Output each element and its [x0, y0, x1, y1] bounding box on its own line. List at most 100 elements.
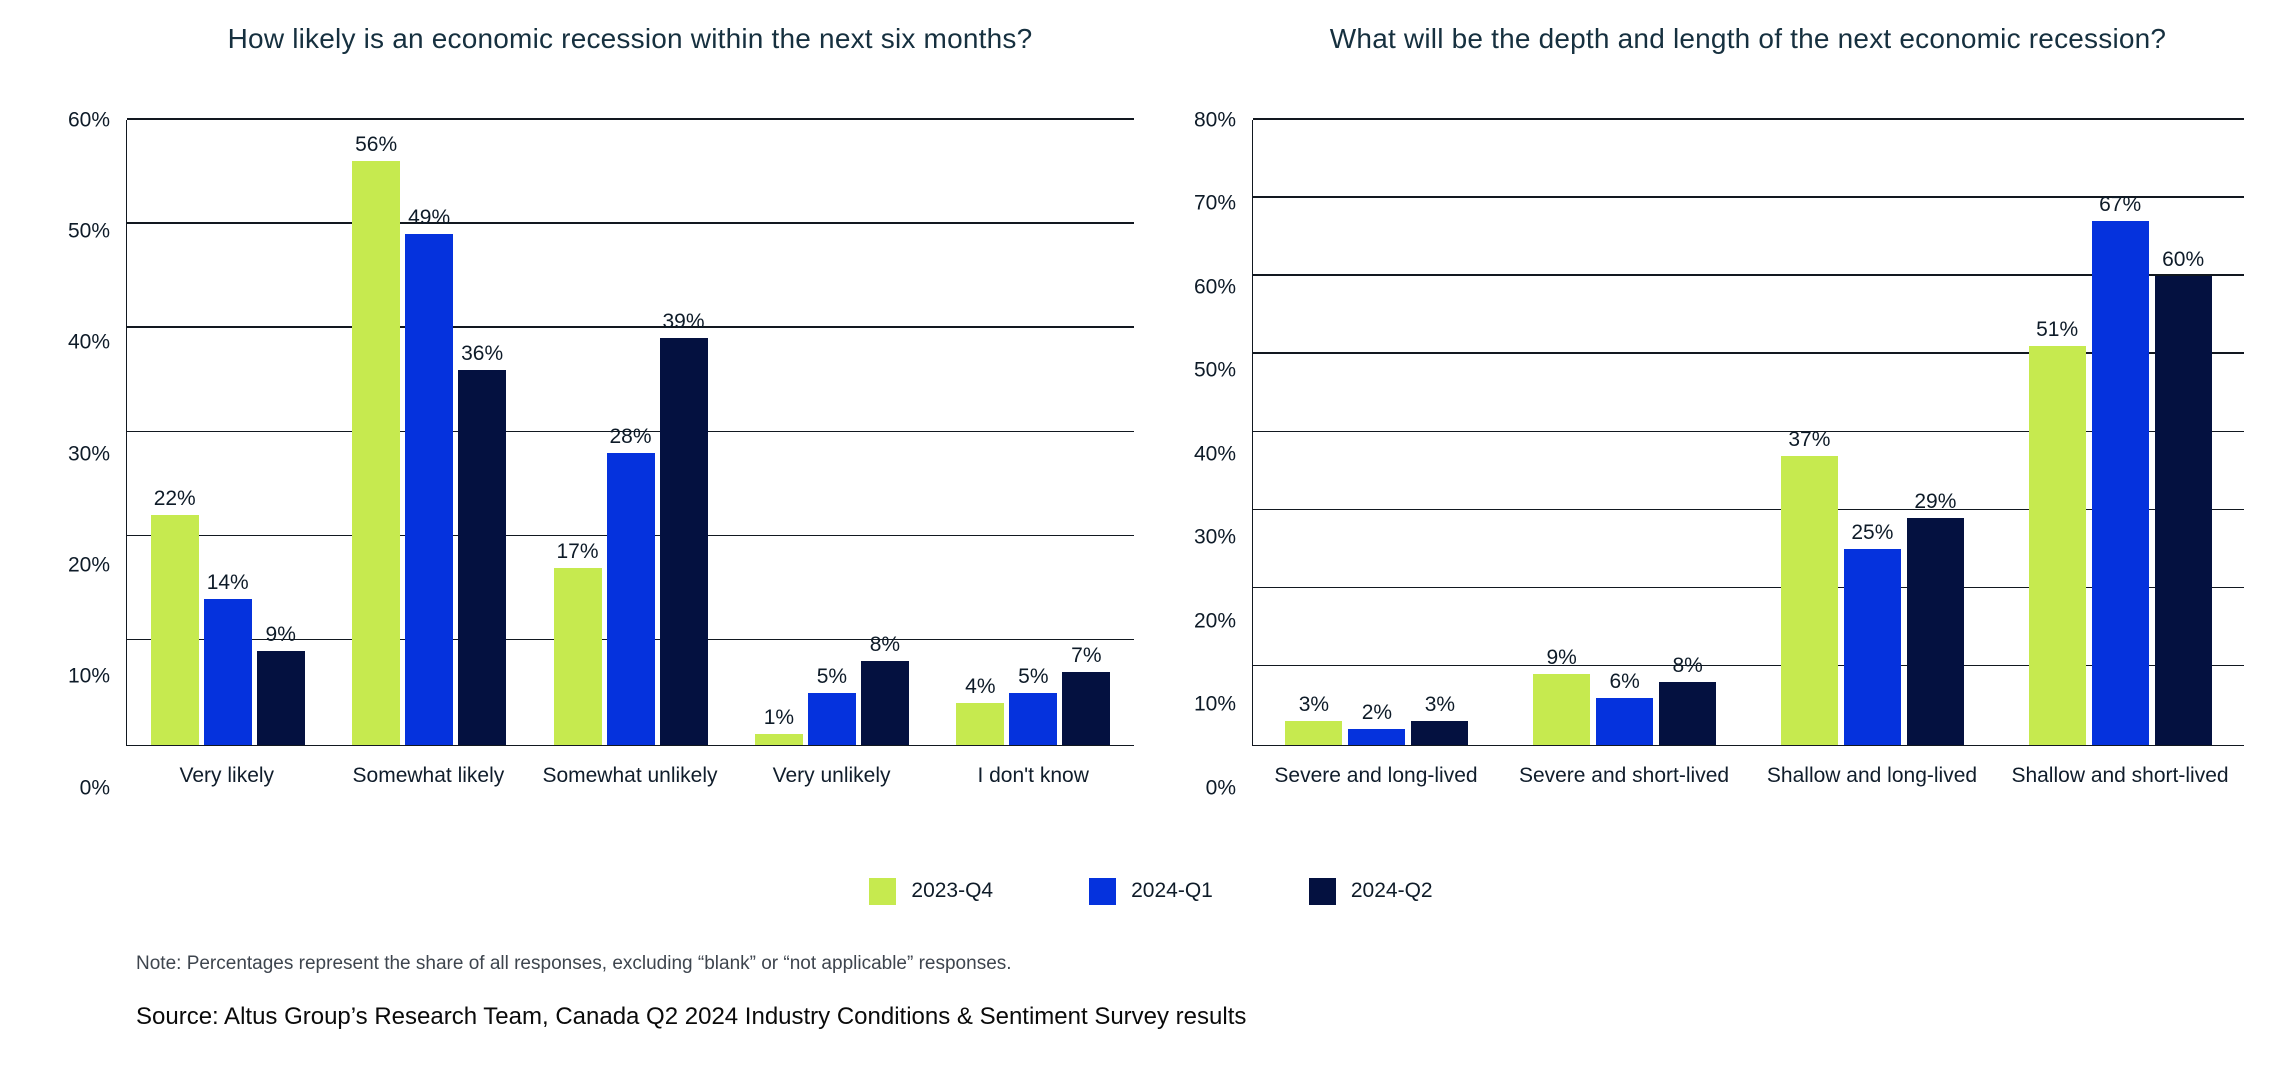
bar-2024-Q2: 36%: [458, 343, 507, 745]
legend-item: 2024-Q1: [1089, 877, 1213, 905]
y-axis-tick-label: 10%: [67, 664, 110, 688]
gridline: [127, 430, 1134, 433]
bar-2024-Q1: 14%: [203, 572, 252, 745]
bar-value-label: 67%: [2099, 193, 2142, 217]
gridline: [1253, 352, 2244, 354]
source-text: Source: Altus Group’s Research Team, Can…: [136, 1002, 1247, 1030]
x-axis-category-label: Somewhat likely: [352, 763, 505, 787]
recession-depth-length-chart: What will be the depth and length of the…: [1168, 22, 2244, 798]
gridline: [1253, 664, 2244, 667]
note-text: Note: Percentages represent the share of…: [136, 952, 1012, 974]
bar-group: 1% 5% 8%: [731, 120, 932, 745]
bar-2023-Q4: 37%: [1780, 429, 1838, 745]
legend-item: 2023-Q4: [869, 877, 994, 905]
bar-2023-Q4: 51%: [2028, 319, 2086, 745]
bar-2024-Q2: 8%: [1659, 655, 1717, 745]
bar-value-label: 5%: [816, 664, 848, 688]
y-axis-tick-label: 60%: [67, 108, 110, 132]
bar-2023-Q4: 17%: [553, 541, 602, 745]
bar-2024-Q1: 6%: [1596, 671, 1654, 745]
bar-value-label: 25%: [1851, 521, 1894, 545]
bar-value-label: 2%: [1361, 700, 1393, 724]
bar-2023-Q4: 22%: [150, 488, 199, 745]
bar-value-label: 49%: [408, 206, 451, 230]
bar-value-label: 56%: [355, 133, 398, 157]
y-axis-tick-label: 30%: [67, 442, 110, 466]
bar-2024-Q1: 67%: [2091, 194, 2149, 745]
x-axis-labels: Severe and long-lived Severe and short-li…: [1252, 764, 2244, 788]
recession-likelihood-chart: How likely is an economic recession with…: [58, 22, 1134, 798]
y-axis-tick-label: 60%: [1193, 275, 1236, 299]
bar-value-label: 3%: [1298, 693, 1330, 717]
bar-value-label: 1%: [763, 706, 795, 730]
bar-value-label: 29%: [1914, 490, 1957, 514]
x-axis-category-label: Severe and short-lived: [1518, 763, 1730, 787]
bar-value-label: 7%: [1071, 643, 1102, 667]
gridline: [1253, 508, 2244, 511]
bar-group: 56% 49% 36%: [328, 120, 529, 745]
bar-2024-Q2: 29%: [1906, 491, 1964, 745]
x-axis-category-label: I don't know: [977, 763, 1089, 787]
plot-area: 3% 2% 3% 9% 6% 8% 37% 25% 29% 51% 67% 60%: [1252, 118, 2244, 746]
y-axis-tick-label: 20%: [1193, 609, 1236, 633]
y-axis-tick-label: 40%: [67, 330, 110, 354]
charts-row: How likely is an economic recession with…: [58, 22, 2244, 798]
bar-value-label: 22%: [153, 487, 196, 511]
y-axis-tick-label: 80%: [1193, 108, 1236, 132]
bar-group: 4% 5% 7%: [933, 120, 1134, 745]
bar-2024-Q1: 25%: [1843, 522, 1901, 745]
bar-value-label: 28%: [609, 424, 652, 448]
bar-group: 9% 6% 8%: [1501, 120, 1749, 745]
legend-label: 2024-Q1: [1131, 879, 1213, 903]
bar-value-label: 6%: [1609, 669, 1640, 693]
bar-2023-Q4: 9%: [1533, 647, 1591, 745]
bar-value-label: 8%: [1672, 654, 1703, 678]
bar-value-label: 17%: [556, 539, 599, 563]
bar-2023-Q4: 1%: [754, 707, 803, 745]
bar-group: 37% 25% 29%: [1749, 120, 1997, 745]
y-axis-tick-label: 70%: [1193, 191, 1236, 215]
footer: Note: Percentages represent the share of…: [58, 953, 2244, 1031]
legend-item: 2024-Q2: [1308, 877, 1433, 905]
chart-title: How likely is an economic recession with…: [227, 23, 1033, 54]
bar-value-label: 9%: [265, 622, 296, 646]
bar-value-label: 3%: [1424, 693, 1456, 717]
x-axis-category-label: Shallow and long-lived: [1766, 763, 1978, 787]
bar-2024-Q1: 28%: [606, 426, 655, 745]
plot-outer: 3% 2% 3% 9% 6% 8% 37% 25% 29% 51% 67% 60% Severe an…: [1252, 118, 2244, 788]
bar-value-label: 37%: [1788, 427, 1831, 451]
bar-value-label: 39%: [662, 310, 705, 334]
legend-label: 2023-Q4: [911, 879, 994, 903]
gridline: [1253, 430, 2244, 433]
y-axis-tick-label: 40%: [1193, 442, 1236, 466]
bar-value-label: 5%: [1018, 664, 1049, 688]
x-axis-category-label: Somewhat unlikely: [542, 763, 718, 787]
bar-group: 17% 28% 39%: [530, 120, 731, 745]
bar-2023-Q4: 56%: [352, 134, 401, 745]
bar-value-label: 36%: [461, 341, 504, 365]
bar-group: 22% 14% 9%: [127, 120, 328, 745]
bar-2023-Q4: 4%: [956, 676, 1005, 745]
y-axis-labels: 80% 70% 60% 50% 40% 30% 20% 10% 0%: [1168, 109, 1252, 798]
bar-2023-Q4: 3%: [1285, 694, 1343, 745]
legend-swatch-icon: [1308, 877, 1336, 905]
bar-2024-Q2: 3%: [1411, 694, 1469, 745]
bar-value-label: 8%: [869, 633, 901, 657]
bar-value-label: 4%: [965, 674, 996, 698]
bar-2024-Q1: 5%: [807, 666, 856, 745]
gridline: [127, 118, 1134, 120]
bar-2024-Q1: 5%: [1009, 666, 1058, 745]
gridline: [1253, 118, 2244, 120]
gridline: [127, 222, 1134, 224]
bar-value-label: 9%: [1546, 646, 1577, 670]
plot-area: 22% 14% 9% 56% 49% 36% 17% 28% 39% 1% 5% 8% 4% 5% 7%: [126, 118, 1134, 746]
gridline: [1253, 196, 2244, 198]
y-axis-tick-label: 50%: [67, 219, 110, 243]
x-axis-category-label: Very unlikely: [772, 763, 891, 787]
chart-body: 60% 50% 40% 30% 20% 10% 0% 22% 14% 9% 56% 49% 36% 17…: [58, 109, 1134, 798]
chart-title: What will be the depth and length of the…: [1329, 23, 2167, 54]
bar-2024-Q2: 60%: [2154, 249, 2212, 745]
x-axis-labels: Very likely Somewhat likely Somewhat unlik…: [126, 764, 1134, 788]
x-axis-category-label: Shallow and short-lived: [2011, 763, 2229, 787]
plot-outer: 22% 14% 9% 56% 49% 36% 17% 28% 39% 1% 5% 8% 4% 5% 7% V…: [126, 118, 1134, 788]
